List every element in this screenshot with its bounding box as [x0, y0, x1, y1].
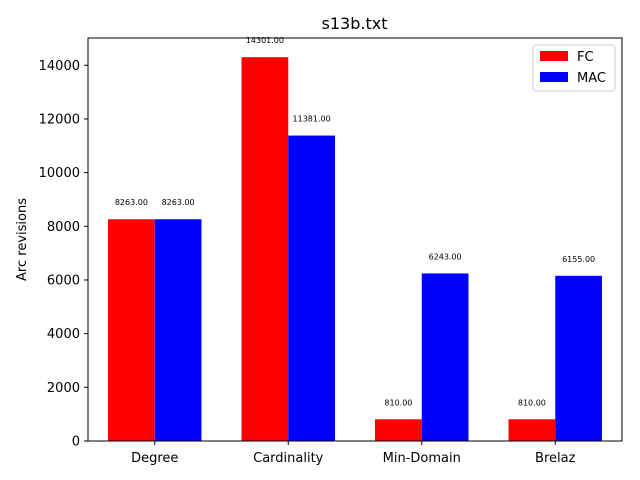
data-label-mac-degree: 8263.00	[162, 198, 195, 207]
y-tick-label: 12000	[39, 112, 80, 127]
data-label-mac-cardinality: 11381.00	[293, 115, 331, 124]
bar-mac-min-domain	[421, 273, 469, 441]
legend-label-mac: MAC	[577, 71, 606, 86]
x-tick-label: Min-Domain	[383, 451, 461, 466]
y-tick-label: 8000	[47, 220, 80, 235]
y-tick-label: 14000	[39, 59, 80, 74]
data-label-fc-min-domain: 810.00	[384, 398, 412, 407]
bar-mac-degree	[154, 219, 202, 441]
y-axis-ticks: 0 2000 4000 6000 8000 10000 12000 14000	[39, 59, 88, 450]
y-tick-label: 10000	[39, 166, 80, 181]
x-tick-label: Cardinality	[253, 451, 324, 466]
plot-frame	[87, 37, 623, 442]
legend: FC MAC	[532, 44, 616, 92]
y-tick-label: 0	[72, 435, 80, 450]
legend-swatch-mac	[540, 72, 568, 82]
data-label-fc-degree: 8263.00	[115, 198, 148, 207]
x-tick-label: Brelaz	[535, 451, 576, 466]
data-label-mac-min-domain: 6243.00	[429, 252, 462, 261]
bar-fc-cardinality	[241, 57, 289, 441]
chart-title: s13b.txt	[322, 14, 388, 33]
y-tick-label: 2000	[47, 381, 80, 396]
bar-mac-cardinality	[288, 135, 335, 441]
data-label-fc-brelaz: 810.00	[518, 398, 546, 407]
y-axis-title: Arc revisions	[15, 198, 30, 281]
data-label-mac-brelaz: 6155.00	[562, 255, 595, 264]
legend-swatch-fc	[540, 51, 568, 61]
data-label-fc-cardinality: 14301.00	[246, 36, 284, 45]
y-tick-label: 4000	[47, 327, 80, 342]
bars-group	[108, 57, 602, 441]
x-tick-label: Degree	[131, 451, 178, 466]
bar-fc-min-domain	[375, 419, 422, 441]
y-tick-label: 6000	[47, 273, 80, 288]
bar-fc-degree	[108, 219, 155, 441]
data-labels-group: 8263.00 14301.00 810.00 810.00 8263.00 11381.…	[115, 36, 595, 407]
bar-mac-brelaz	[555, 275, 602, 441]
legend-label-fc: FC	[577, 50, 594, 65]
bar-fc-brelaz	[508, 419, 556, 441]
x-axis-ticks: Degree Cardinality Min-Domain Brelaz	[131, 441, 576, 466]
